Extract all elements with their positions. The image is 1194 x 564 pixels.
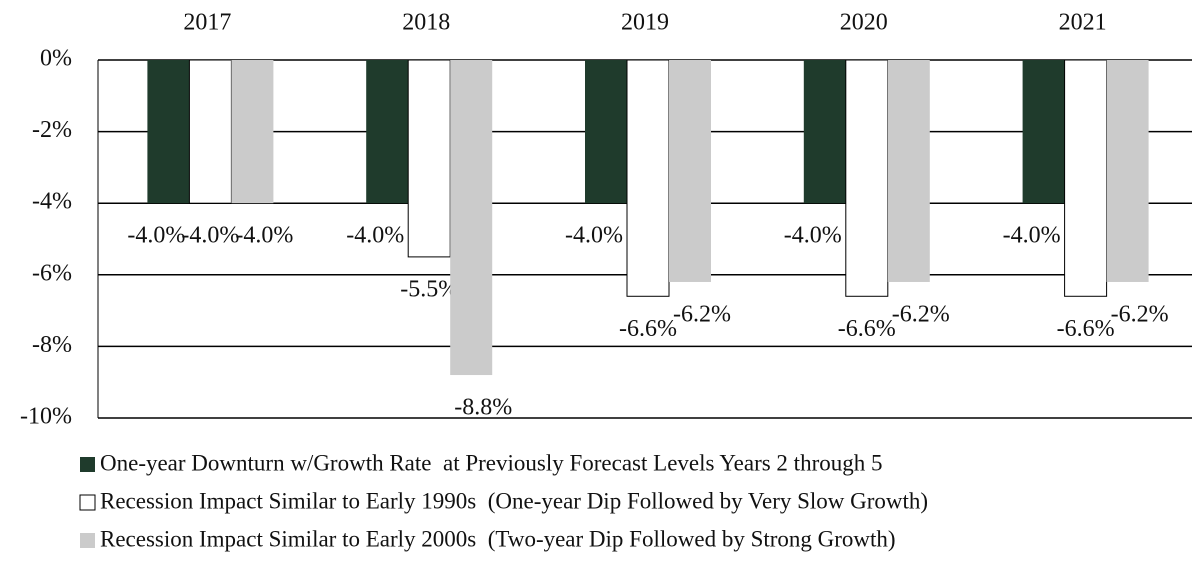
- y-tick-label: -6%: [32, 260, 72, 286]
- legend-swatch: [79, 494, 96, 511]
- bar: [407, 59, 451, 258]
- data-label: -6.2%: [1111, 301, 1169, 327]
- data-label: -4.0%: [235, 223, 293, 249]
- bar: [626, 59, 670, 297]
- data-label: -6.6%: [1057, 316, 1115, 342]
- legend-swatch: [80, 533, 95, 548]
- data-label: -4.0%: [346, 223, 404, 249]
- bar: [147, 60, 190, 204]
- bar: [1022, 60, 1065, 204]
- data-label: -5.5%: [400, 276, 458, 302]
- legend: One-year Downturn w/Growth Rate at Previ…: [79, 450, 928, 551]
- y-tick-label: -4%: [32, 189, 72, 215]
- data-label: -6.2%: [673, 301, 731, 327]
- bar: [669, 60, 711, 282]
- bar: [845, 59, 889, 297]
- y-tick-label: -10%: [20, 404, 72, 430]
- data-label: -4.0%: [565, 223, 623, 249]
- bar: [1064, 59, 1108, 297]
- data-label: -4.0%: [1003, 223, 1061, 249]
- bar: [585, 60, 627, 204]
- data-label: -4.0%: [784, 223, 842, 249]
- data-label: -4.0%: [127, 223, 185, 249]
- data-label: -8.8%: [454, 395, 512, 421]
- bar: [366, 60, 409, 204]
- legend-swatch: [80, 457, 95, 472]
- data-label: -4.0%: [181, 223, 239, 249]
- x-tick-label: 2019: [621, 10, 669, 36]
- legend-label: Recession Impact Similar to Early 2000s …: [100, 526, 896, 551]
- bar: [231, 60, 274, 204]
- x-tick-label: 2018: [402, 10, 450, 36]
- x-tick-label: 2017: [183, 10, 231, 36]
- y-tick-label: -2%: [32, 117, 72, 143]
- x-tick-label: 2021: [1059, 10, 1107, 36]
- bar: [450, 60, 493, 376]
- bar: [188, 59, 232, 204]
- bar: [887, 60, 930, 282]
- x-tick-label: 2020: [840, 10, 888, 36]
- data-label: -6.2%: [892, 301, 950, 327]
- legend-label: One-year Downturn w/Growth Rate at Previ…: [100, 450, 882, 475]
- y-tick-label: 0%: [40, 46, 72, 72]
- bar: [803, 60, 846, 204]
- legend-label: Recession Impact Similar to Early 1990s …: [100, 488, 928, 513]
- data-label: -6.6%: [838, 316, 896, 342]
- data-label: -6.6%: [619, 316, 677, 342]
- y-tick-label: -8%: [32, 332, 72, 358]
- bar: [1106, 60, 1149, 282]
